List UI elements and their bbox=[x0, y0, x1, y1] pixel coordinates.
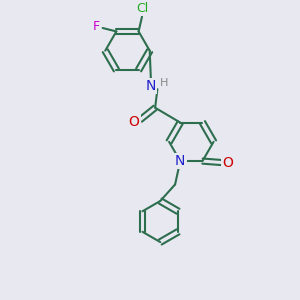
Text: H: H bbox=[160, 78, 168, 88]
Text: O: O bbox=[129, 115, 140, 129]
Text: Cl: Cl bbox=[136, 2, 149, 15]
Text: F: F bbox=[93, 20, 100, 33]
Text: O: O bbox=[222, 155, 233, 170]
Text: N: N bbox=[146, 79, 156, 93]
Text: N: N bbox=[175, 154, 185, 168]
